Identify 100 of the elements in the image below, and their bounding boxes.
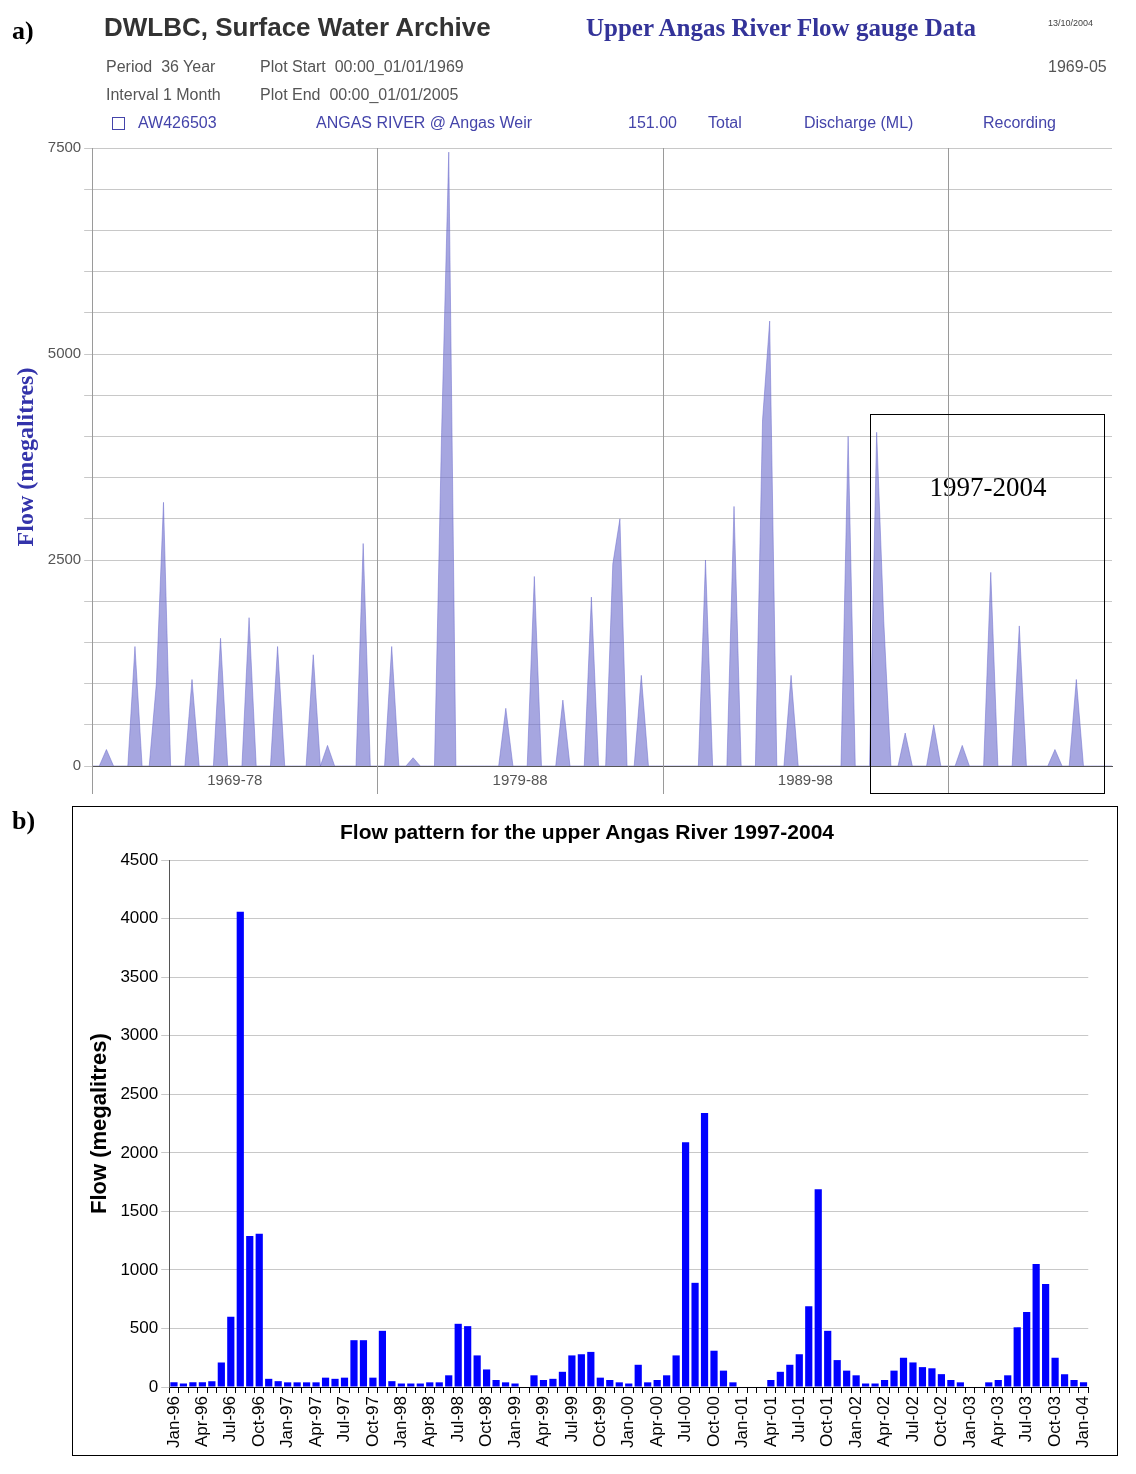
bar — [606, 1380, 614, 1387]
bar — [217, 1362, 225, 1387]
bar — [672, 1355, 680, 1387]
bar — [700, 1113, 709, 1387]
x-tick-label: Jul-01 — [788, 1396, 808, 1443]
x-tick-label: Oct-99 — [590, 1396, 609, 1448]
bar — [890, 1370, 898, 1387]
bar — [255, 1233, 263, 1387]
bar — [179, 1383, 188, 1387]
bar — [937, 1374, 945, 1387]
y-tick-label: 2000 — [120, 1142, 159, 1162]
x-tick-label: Apr-02 — [874, 1396, 894, 1448]
bar — [824, 1330, 832, 1387]
x-tick-label: Apr-00 — [646, 1396, 666, 1448]
bar — [284, 1382, 292, 1387]
x-tick-label: Oct-97 — [362, 1396, 382, 1448]
bar — [710, 1350, 718, 1387]
x-tick-label: Jan-03 — [959, 1396, 979, 1448]
bar — [634, 1364, 642, 1387]
text: Recording — [983, 114, 1056, 132]
bar — [956, 1382, 964, 1387]
bar — [691, 1282, 699, 1387]
bar — [246, 1236, 254, 1387]
bar — [464, 1326, 472, 1387]
bar — [918, 1367, 927, 1387]
y-axis-title: Flow (megalitres) — [11, 367, 38, 547]
bar — [1004, 1375, 1012, 1387]
text: Plot Start 00:00_01/01/1969 — [260, 58, 464, 76]
x-tick-label: Jul-97 — [334, 1396, 354, 1443]
text: Total — [708, 114, 742, 132]
bar — [928, 1368, 936, 1387]
bar — [350, 1340, 358, 1387]
bar — [426, 1382, 434, 1387]
bar — [549, 1378, 557, 1387]
bar — [862, 1383, 870, 1387]
bar — [189, 1382, 197, 1387]
bar — [530, 1375, 538, 1387]
bar — [729, 1382, 737, 1387]
bar — [795, 1354, 803, 1387]
bar — [511, 1383, 519, 1387]
bar — [445, 1375, 453, 1387]
x-tick-label: Oct-02 — [931, 1396, 951, 1448]
bar — [170, 1382, 178, 1387]
bar — [994, 1380, 1002, 1387]
y-tick-label: 2500 — [47, 550, 82, 568]
text: Period 36 Year — [106, 58, 216, 76]
bar — [681, 1142, 690, 1387]
annotation: 1997-2004 — [929, 471, 1047, 503]
x-tick-label: 1979-88 — [492, 771, 548, 789]
bar — [1042, 1284, 1050, 1387]
x-tick-label: Jan-01 — [732, 1396, 752, 1448]
bar — [596, 1377, 604, 1387]
y-tick-label: 7500 — [47, 138, 82, 156]
x-tick-label: Apr-01 — [760, 1396, 780, 1448]
x-tick-label: Jan-97 — [277, 1396, 297, 1448]
bar — [198, 1382, 206, 1387]
x-tick-label: Jan-98 — [391, 1396, 411, 1448]
x-tick-label: Oct-01 — [817, 1396, 837, 1448]
chart-title: DWLBC, Surface Water Archive — [104, 12, 491, 43]
bar — [663, 1375, 671, 1387]
bar — [767, 1380, 775, 1387]
bar — [369, 1377, 377, 1387]
x-tick-label: Oct-96 — [248, 1396, 268, 1448]
bar — [871, 1383, 879, 1387]
chart-subtitle: Upper Angas River Flow gauge Data — [586, 14, 977, 42]
bar — [625, 1383, 633, 1387]
text: b) — [12, 806, 36, 836]
bar — [378, 1330, 386, 1387]
bar — [985, 1382, 993, 1387]
x-tick-label: Apr-99 — [533, 1396, 553, 1448]
y-tick-label: 1000 — [120, 1259, 159, 1279]
bar — [947, 1380, 955, 1387]
bar — [843, 1370, 851, 1387]
x-tick-label: Jul-98 — [447, 1396, 467, 1443]
x-tick-label: Jul-00 — [675, 1396, 695, 1443]
bar — [786, 1364, 794, 1387]
bar — [293, 1382, 301, 1387]
text: AW426503 — [138, 114, 217, 132]
y-tick-label: 3500 — [120, 966, 159, 986]
bar — [321, 1377, 330, 1387]
bar — [416, 1383, 424, 1387]
bar — [577, 1354, 585, 1387]
y-tick-label: 2500 — [120, 1084, 159, 1104]
bar — [1079, 1382, 1088, 1387]
bar — [558, 1371, 567, 1387]
x-tick-label: Jul-02 — [902, 1396, 922, 1443]
x-tick-label: Apr-97 — [305, 1396, 325, 1448]
bar — [880, 1380, 889, 1387]
bar — [492, 1380, 500, 1387]
text: Plot End 00:00_01/01/2005 — [260, 86, 459, 104]
bar — [719, 1370, 728, 1387]
bar — [397, 1383, 405, 1387]
y-tick-label: 0 — [148, 1376, 159, 1396]
bar — [1013, 1327, 1021, 1387]
text: 1969-05 — [1048, 58, 1107, 76]
x-tick-label: Jul-99 — [561, 1396, 581, 1443]
bar — [805, 1306, 813, 1387]
x-tick-label: Jan-96 — [163, 1396, 183, 1448]
text: 151.00 — [628, 114, 677, 132]
text: Interval 1 Month — [106, 86, 221, 104]
